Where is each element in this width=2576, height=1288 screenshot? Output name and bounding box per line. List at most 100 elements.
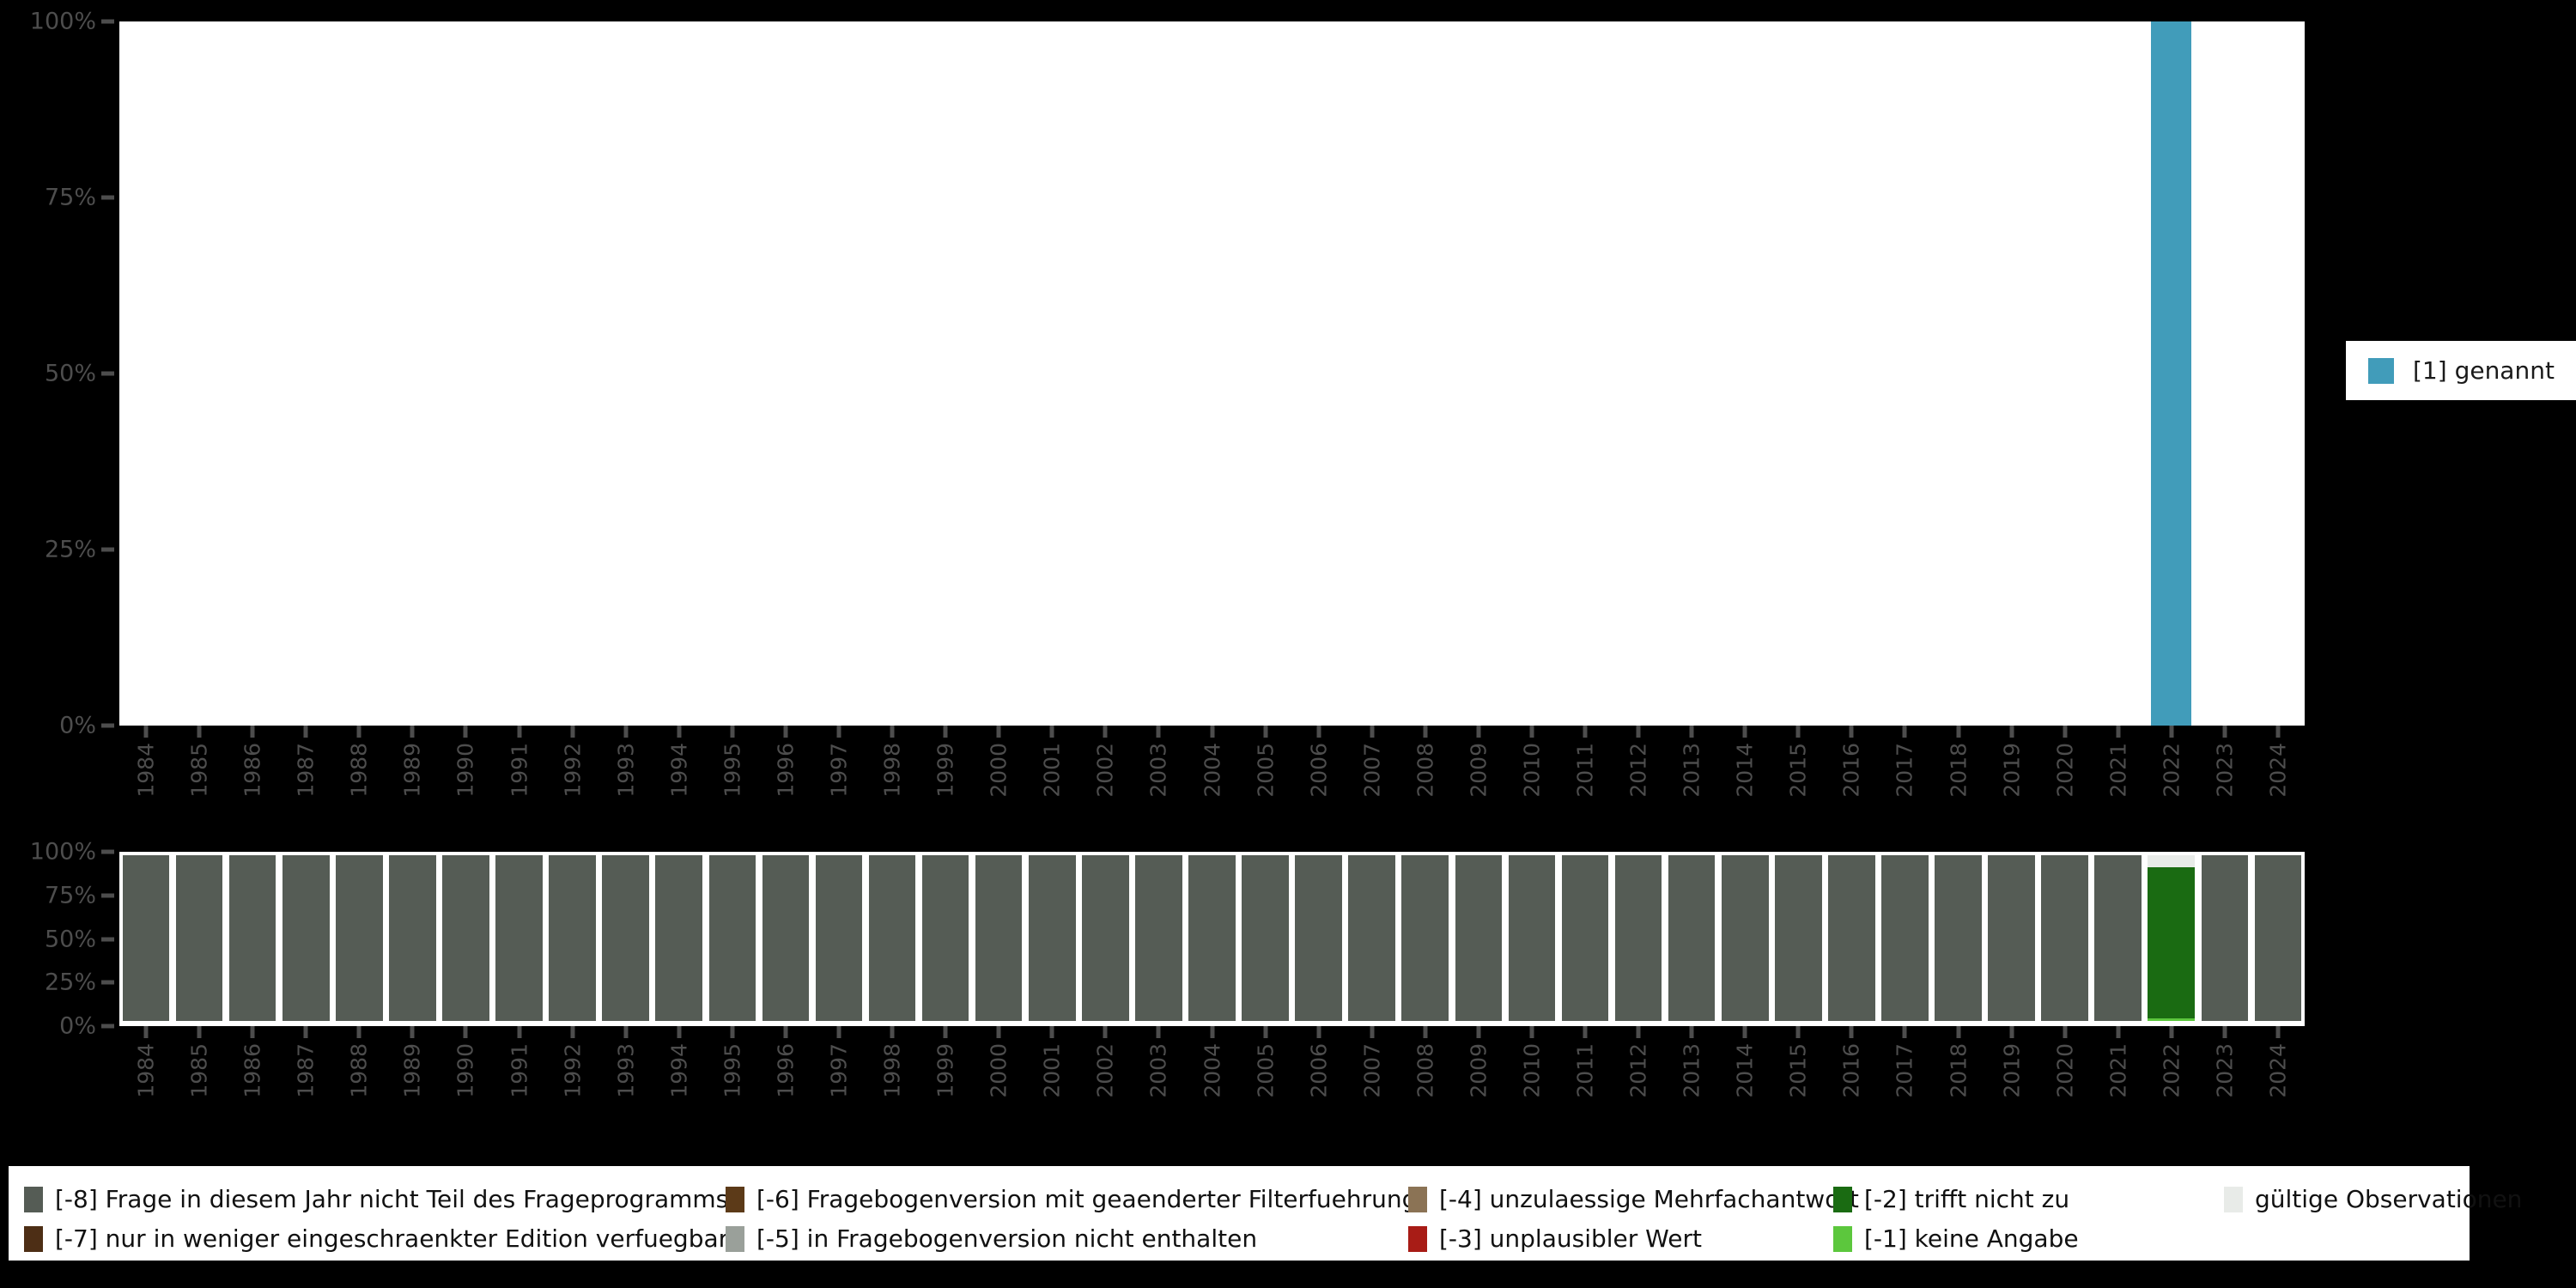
- bottom-x-tick-label: 1985: [186, 1043, 212, 1098]
- bottom-bar-segment: [1721, 855, 1769, 1021]
- legend-item-label: [-1] keine Angabe: [1864, 1224, 2079, 1253]
- top-x-tick-mark: [197, 726, 202, 738]
- top-x-tick-label: 1994: [666, 743, 692, 798]
- bottom-x-tick-label: 2015: [1785, 1043, 1811, 1098]
- top-x-tick-mark: [1210, 726, 1214, 738]
- top-x-tick-label: 1995: [720, 743, 745, 798]
- top-x-tick-label: 1992: [560, 743, 586, 798]
- bottom-x-tick-label: 2017: [1892, 1043, 1917, 1098]
- bottom-x-tick-label: 1990: [453, 1043, 478, 1098]
- bottom-bar-slot: [1292, 855, 1346, 1021]
- top-y-tick-label: 25%: [44, 536, 96, 563]
- bottom-stacked-bar: [1242, 855, 1289, 1021]
- bottom-x-tick-label: 2000: [986, 1043, 1012, 1098]
- bottom-stacked-bar: [975, 855, 1023, 1021]
- top-y-tick-label: 100%: [29, 8, 96, 35]
- top-x-tick-mark: [1316, 726, 1321, 738]
- bottom-x-tick-label: 2008: [1413, 1043, 1438, 1098]
- top-x-tick-mark: [1156, 726, 1161, 738]
- bottom-x-tick-label: 2002: [1092, 1043, 1118, 1098]
- bottom-stacked-bar: [655, 855, 703, 1021]
- top-x-tick-mark: [303, 726, 308, 738]
- bottom-x-tick-label: 2023: [2212, 1043, 2238, 1098]
- bottom-bar-slot: [1025, 855, 1078, 1021]
- bottom-bar-slot: [1399, 855, 1452, 1021]
- bottom-stacked-bar: [495, 855, 543, 1021]
- bottom-stacked-bar: [1561, 855, 1609, 1021]
- bottom-bar-slot: [1825, 855, 1878, 1021]
- bottom-x-tick-mark: [1049, 1026, 1054, 1038]
- bottom-bar-segment: [762, 855, 810, 1021]
- top-x-tick-label: 2004: [1200, 743, 1224, 798]
- bottom-bar-slot: [866, 855, 919, 1021]
- bottom-stacked-bar: [1455, 855, 1503, 1021]
- top-y-tick-label: 75%: [44, 184, 96, 211]
- legend-item-label: gültige Observationen: [2255, 1185, 2523, 1213]
- bottom-bar-segment: [442, 855, 489, 1021]
- bottom-bar-segment: [1774, 855, 1822, 1021]
- bottom-x-tick-label: 1998: [879, 1043, 905, 1098]
- bottom-x-tick-mark: [2275, 1026, 2281, 1038]
- bottom-x-tick-label: 2007: [1359, 1043, 1385, 1098]
- bottom-bar-slot: [2038, 855, 2092, 1021]
- top-x-tick-mark: [1689, 726, 1694, 738]
- bottom-bar-segment: [389, 855, 436, 1021]
- legend-item-label: [-3] unplausibler Wert: [1439, 1224, 1702, 1253]
- bottom-bar-slot: [1771, 855, 1825, 1021]
- bottom-bar-segment: [2041, 855, 2088, 1021]
- bottom-stacked-bar: [1881, 855, 1929, 1021]
- bottom-x-axis: 1984 1985 1986 1987 1988 1989 1990 1991 1992 1993…: [119, 1026, 2305, 1121]
- bottom-bar-segment: [1455, 855, 1503, 1021]
- top-y-tick-mark: [101, 195, 114, 200]
- top-x-tick-mark: [1476, 726, 1481, 738]
- bottom-x-tick-mark: [2116, 1026, 2121, 1038]
- bottom-bar-segment: [1188, 855, 1236, 1021]
- top-x-tick-mark: [783, 726, 788, 738]
- bottom-x-tick-mark: [1210, 1026, 1214, 1038]
- bottom-x-tick-mark: [1742, 1026, 1747, 1038]
- bottom-stacked-bar: [2254, 855, 2302, 1021]
- bottom-bar-slot: [493, 855, 546, 1021]
- top-x-tick-label: 1990: [453, 743, 478, 798]
- bottom-bar-segment: [655, 855, 703, 1021]
- bottom-bar-slot: [119, 855, 173, 1021]
- legend-color-swatch: [24, 1225, 43, 1252]
- bottom-x-tick-mark: [677, 1026, 682, 1038]
- bottom-x-tick-mark: [1849, 1026, 1854, 1038]
- bottom-x-tick-mark: [1583, 1026, 1588, 1038]
- bottom-bar-segment: [2094, 855, 2142, 1021]
- bottom-y-tick-label: 50%: [44, 926, 96, 952]
- top-x-tick-label: 1991: [507, 743, 532, 798]
- bottom-stacked-bar: [228, 855, 276, 1021]
- legend-item--4: [-4] unzulaessige Mehrfachantwort: [1408, 1185, 1859, 1213]
- bottom-stacked-bar: [1188, 855, 1236, 1021]
- top-x-tick-mark: [517, 726, 522, 738]
- top-x-tick-label: 2014: [1732, 743, 1758, 798]
- legend-item--5: [-5] in Fragebogenversion nicht enthalte…: [726, 1224, 1257, 1253]
- top-x-tick-mark: [1423, 726, 1428, 738]
- bottom-stacked-bar: [1828, 855, 1875, 1021]
- bottom-bar-slot: [1505, 855, 1558, 1021]
- bottom-y-tick-mark: [101, 980, 114, 985]
- top-x-tick-label: 2016: [1838, 743, 1864, 798]
- top-x-tick-mark: [356, 726, 361, 738]
- legend-color-swatch: [726, 1186, 744, 1212]
- bottom-bar-slot: [1239, 855, 1292, 1021]
- top-x-tick-mark: [250, 726, 255, 738]
- top-y-tick-mark: [101, 371, 114, 376]
- bottom-x-tick-label: 2009: [1466, 1043, 1492, 1098]
- bottom-bar-segment: [282, 855, 330, 1021]
- bottom-bar-slot: [653, 855, 706, 1021]
- top-y-tick-label: 50%: [44, 360, 96, 387]
- bottom-x-tick-label: 1995: [720, 1043, 745, 1098]
- bottom-x-tick-label: 1996: [773, 1043, 799, 1098]
- top-x-tick-label: 2005: [1253, 743, 1279, 798]
- bottom-stacked-bar: [1348, 855, 1395, 1021]
- bottom-x-tick-label: 2014: [1732, 1043, 1758, 1098]
- top-x-tick-mark: [143, 726, 149, 738]
- legend-item-label: [-2] trifft nicht zu: [1864, 1185, 2070, 1213]
- bottom-x-tick-label: 1997: [826, 1043, 852, 1098]
- bottom-bar-segment: [1508, 855, 1556, 1021]
- bottom-bar-segment: [1401, 855, 1449, 1021]
- legend-color-swatch: [24, 1186, 43, 1212]
